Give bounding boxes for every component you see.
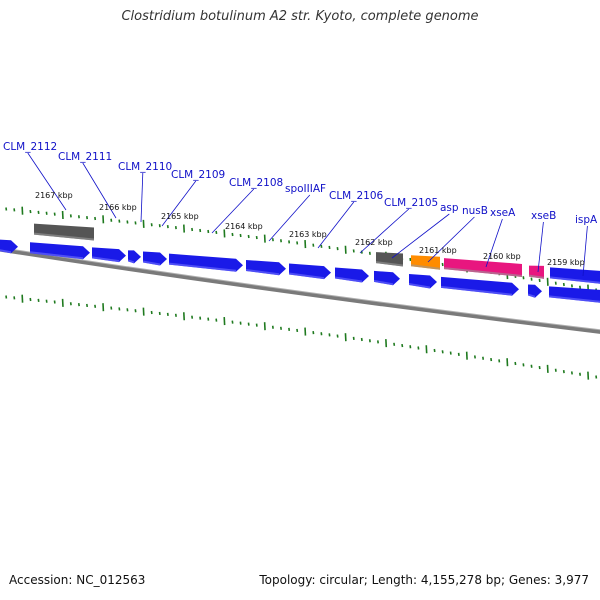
kbp-label: 2167 kbp [35, 191, 73, 200]
accession-text: Accession: NC_012563 [9, 573, 146, 587]
gene-label: CLM_2109 [171, 169, 225, 181]
cds-feature-4 [128, 250, 141, 264]
gene-label: CLM_2111 [58, 151, 112, 163]
gene-callout-line [359, 208, 410, 254]
genome-backbone [0, 247, 600, 334]
gene-label: xseA [490, 207, 516, 219]
kbp-label: 2164 kbp [225, 222, 263, 231]
gene-features [0, 223, 600, 303]
gene-label: nusB [462, 205, 488, 217]
gene-callout-line [268, 194, 311, 242]
map-title: Clostridium botulinum A2 str. Kyoto, com… [121, 9, 479, 24]
cds-feature-1 [0, 239, 18, 254]
gene-callout-line [27, 152, 67, 211]
gene-callout-line [485, 218, 503, 268]
kbp-label: 2160 kbp [483, 252, 521, 261]
gene-callout-line [82, 162, 117, 219]
gene-label: CLM_2105 [384, 197, 438, 209]
gene-label: CLM_2106 [329, 190, 384, 202]
cds-feature-6 [169, 253, 243, 272]
gene-callout-line [582, 225, 588, 277]
kbp-label: 2159 kbp [547, 258, 585, 267]
kbp-label: 2161 kbp [419, 246, 457, 255]
kbp-label: 2162 kbp [355, 238, 393, 247]
gene-label: asp [440, 202, 459, 214]
gene-label: CLM_2110 [118, 161, 172, 173]
cds-feature-13 [528, 284, 542, 298]
genome-summary-text: Topology: circular; Length: 4,155,278 bp… [259, 573, 589, 587]
gene-label: spoIIIAF [285, 183, 326, 195]
gene-callout-line [391, 213, 450, 259]
kbp-label: 2166 kbp [99, 203, 137, 212]
pink-feature-xsea [444, 258, 522, 277]
gene-callout-line [537, 221, 544, 273]
gene-callout-line [140, 172, 144, 223]
gene-label: CLM_2112 [3, 141, 57, 153]
cds-feature-12 [441, 276, 519, 296]
gene-label: CLM_2108 [229, 177, 283, 189]
gene-callout-line [161, 180, 197, 227]
kbp-ruler: 2167 kbp 2166 kbp 2165 kbp 2164 kbp 2163 kbp… [35, 191, 585, 267]
gene-label: ispA [575, 214, 598, 226]
gene-callout-line [211, 188, 255, 234]
gray-feature-clm2112 [34, 223, 94, 241]
kbp-label: 2165 kbp [161, 212, 199, 221]
kbp-label: 2163 kbp [289, 230, 327, 239]
gene-callout-line [427, 216, 475, 263]
gene-label: xseB [531, 210, 556, 222]
gene-callout-line [317, 201, 355, 249]
cds-feature-2 [30, 242, 90, 260]
